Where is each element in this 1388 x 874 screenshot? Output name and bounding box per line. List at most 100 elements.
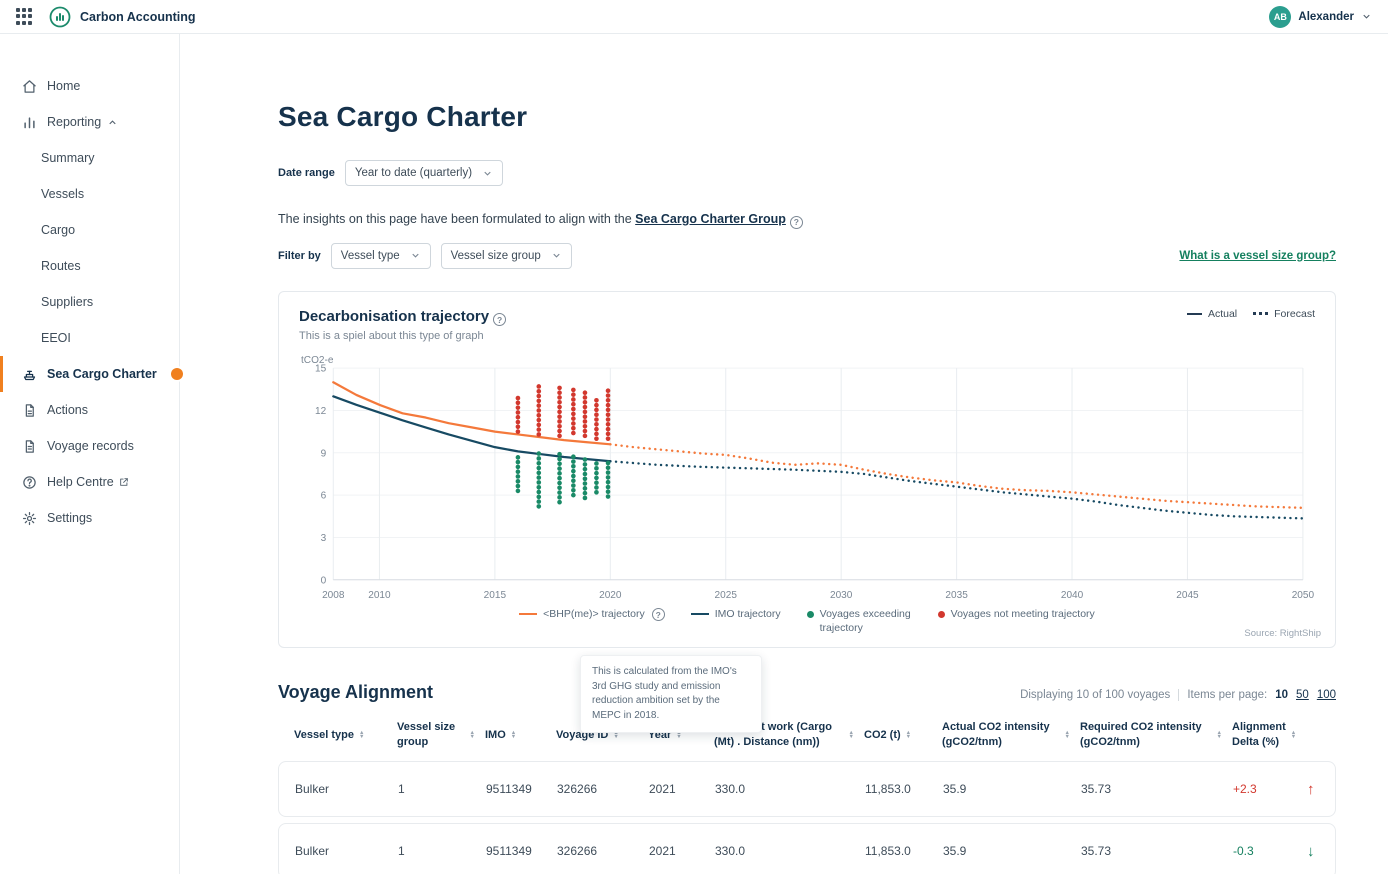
decarbonisation-trajectory-card: Decarbonisation trajectory? This is a sp…: [278, 290, 1336, 649]
vessel-type-value: Vessel type: [340, 249, 400, 262]
cell-transport-work: 330.0: [715, 844, 746, 859]
sidebar-item-settings[interactable]: Settings: [0, 500, 179, 536]
cell-co2: 11,853.0: [865, 782, 911, 797]
section-title: Voyage Alignment: [278, 682, 434, 703]
chevron-down-icon: [1361, 11, 1372, 22]
vessel-size-group-help-link[interactable]: What is a vessel size group?: [1179, 249, 1336, 262]
svg-text:2008: 2008: [322, 590, 345, 601]
vessel-size-value: Vessel size group: [450, 249, 541, 262]
insight-text: The insights on this page have been form…: [278, 212, 1336, 229]
sidebar-item-help-centre[interactable]: Help Centre: [0, 464, 179, 500]
sidebar-label: Routes: [41, 259, 81, 273]
table-header-row: Vessel type ▲ ▼ Vessel size group ▲ ▼ IMO ▲ ▼ …: [278, 715, 1336, 755]
insight-prefix: The insights on this page have been form…: [278, 212, 636, 226]
filter-row: Filter by Vessel type Vessel size group …: [278, 242, 1336, 269]
sidebar-label: Cargo: [41, 223, 76, 237]
bhp-info-icon[interactable]: ?: [651, 608, 665, 621]
svg-text:2025: 2025: [715, 590, 738, 601]
sidebar-item-eeoi[interactable]: EEOI: [0, 320, 179, 356]
col-actual-co2-intensity[interactable]: Actual CO2 intensity (gCO2/tnm) ▲ ▼: [942, 721, 1070, 749]
chevron-up-icon: [107, 117, 118, 128]
help-icon: [22, 475, 37, 490]
sidebar-item-cargo[interactable]: Cargo: [0, 212, 179, 248]
cell-year: 2021: [649, 844, 676, 859]
gear-icon: [22, 511, 37, 526]
sidebar-item-reporting[interactable]: Reporting: [0, 104, 179, 140]
cell-vessel-type: Bulker: [295, 782, 330, 797]
table-row[interactable]: Bulker 1 9511349 326266 2021 330.0 11,85…: [278, 823, 1336, 874]
cell-year: 2021: [649, 782, 676, 797]
cell-actual-intensity: 35.9: [943, 844, 967, 859]
svg-text:2030: 2030: [830, 590, 853, 601]
cell-imo: 9511349: [486, 844, 532, 859]
cell-imo: 9511349: [486, 782, 532, 797]
sidebar-label: Vessels: [41, 187, 85, 201]
info-question-icon[interactable]: ?: [789, 215, 803, 229]
logo-icon: [48, 5, 72, 29]
actual-line-swatch: [1186, 312, 1202, 315]
legend-exceeding-label: Voyages exceeding trajectory: [819, 608, 911, 634]
cell-alignment-delta: +2.3: [1233, 782, 1257, 797]
sidebar-label: Actions: [47, 403, 88, 417]
col-alignment-delta[interactable]: Alignment Delta (%) ▲ ▼: [1232, 721, 1297, 749]
chevron-down-icon: [553, 253, 560, 258]
vessel-size-group-select[interactable]: Vessel size group: [440, 242, 572, 269]
chevron-down-icon: [484, 171, 491, 176]
notification-badge: [171, 368, 183, 380]
table-row[interactable]: Bulker 1 9511349 326266 2021 330.0 11,85…: [278, 761, 1336, 818]
sidebar-label: Settings: [47, 511, 93, 525]
col-vessel-type[interactable]: Vessel type ▲ ▼: [294, 728, 365, 741]
sidebar-label: Voyage records: [47, 439, 134, 453]
sidebar-item-suppliers[interactable]: Suppliers: [0, 284, 179, 320]
sea-cargo-charter-group-link[interactable]: Sea Cargo Charter Group: [635, 212, 786, 226]
chart-info-icon[interactable]: ?: [493, 313, 507, 326]
cell-required-intensity: 35.73: [1081, 782, 1112, 797]
vessel-type-select[interactable]: Vessel type: [330, 242, 431, 269]
main-content: Sea Cargo Charter Date range Year to dat…: [180, 34, 1388, 874]
legend-imo-label: IMO trajectory: [714, 608, 781, 620]
svg-text:2035: 2035: [945, 590, 968, 601]
svg-text:2020: 2020: [599, 590, 622, 601]
cell-vessel-size-group: 1: [398, 844, 405, 859]
sidebar-item-summary[interactable]: Summary: [0, 140, 179, 176]
page-size-100[interactable]: 100: [1316, 689, 1336, 702]
sort-icon: ▲▼: [1216, 729, 1222, 741]
chart-subtitle: This is a spiel about this type of graph: [299, 330, 484, 342]
date-range-select[interactable]: Year to date (quarterly): [344, 160, 504, 186]
file-icon: [22, 439, 37, 454]
chart-source: Source: RightShip: [1244, 628, 1321, 640]
sidebar-item-routes[interactable]: Routes: [0, 248, 179, 284]
chevron-down-icon: [411, 253, 419, 258]
page-size-10[interactable]: 10: [1275, 689, 1289, 702]
cell-alignment-delta: -0.3: [1233, 844, 1254, 859]
sort-icon: ▲▼: [905, 729, 912, 741]
user-name: Alexander: [1298, 10, 1354, 23]
svg-text:2040: 2040: [1061, 590, 1084, 601]
sidebar-label: Summary: [41, 151, 95, 165]
col-co2[interactable]: CO2 (t) ▲ ▼: [864, 728, 912, 741]
svg-text:2010: 2010: [368, 590, 391, 601]
sidebar-item-vessels[interactable]: Vessels: [0, 176, 179, 212]
col-required-co2-intensity[interactable]: Required CO2 intensity (gCO2/tnm) ▲ ▼: [1080, 721, 1222, 749]
home-icon: [22, 79, 37, 94]
sidebar-item-home[interactable]: Home: [0, 68, 179, 104]
sort-icon: ▲▼: [1064, 729, 1070, 741]
trajectory-chart: 0 3 6 9 12 15 2008 2010 2015 2020 2025 2030 2035 2040…: [301, 355, 1314, 601]
sidebar-item-voyage-records[interactable]: Voyage records: [0, 428, 179, 464]
sidebar-item-actions[interactable]: Actions: [0, 392, 179, 428]
sidebar-label: Home: [47, 79, 81, 93]
not-meeting-dot-swatch: [937, 611, 945, 618]
imo-trajectory-swatch: [690, 613, 709, 615]
pagination: Displaying 10 of 100 voyages Items per p…: [1020, 689, 1336, 702]
sidebar-item-sea-cargo-charter[interactable]: Sea Cargo Charter: [0, 356, 183, 392]
sidebar-label: EEOI: [41, 331, 71, 345]
col-imo[interactable]: IMO ▲ ▼: [485, 728, 517, 741]
chart-title: Decarbonisation trajectory: [299, 307, 490, 325]
legend-forecast-label: Forecast: [1274, 307, 1315, 320]
page-size-50[interactable]: 50: [1296, 689, 1309, 702]
col-vessel-size-group[interactable]: Vessel size group ▲ ▼: [397, 721, 475, 749]
divider: [1178, 689, 1180, 702]
app-launcher-icon[interactable]: [16, 7, 34, 26]
brand[interactable]: Carbon Accounting: [48, 5, 196, 29]
user-menu[interactable]: AB Alexander: [1269, 5, 1372, 28]
